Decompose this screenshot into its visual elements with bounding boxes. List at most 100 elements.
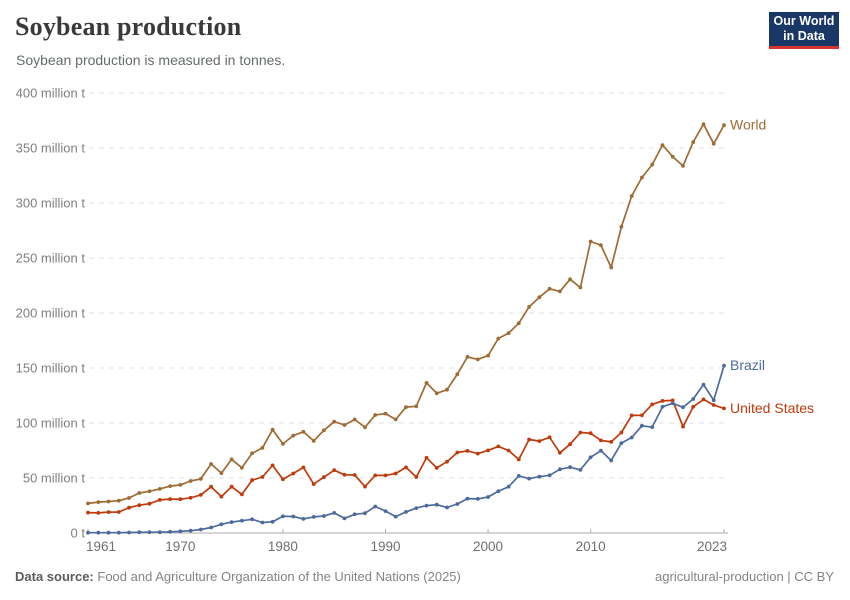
united-states-point: [147, 501, 152, 506]
series-brazil: Brazil: [86, 357, 765, 535]
united-states-line[interactable]: [87, 398, 725, 514]
brazil-point: [588, 455, 593, 460]
world-point: [527, 305, 531, 309]
world-point: [650, 162, 655, 167]
united-states-point: [609, 440, 614, 444]
world-point: [188, 479, 193, 483]
brazil-point: [342, 516, 347, 521]
world-point: [619, 224, 624, 229]
united-states-point: [516, 457, 521, 462]
united-states-point: [116, 510, 121, 514]
brazil-point: [332, 511, 337, 515]
world-point: [301, 429, 306, 434]
brazil-point: [434, 502, 439, 507]
world-point: [691, 140, 696, 145]
world-point: [701, 122, 706, 126]
united-states-point: [137, 503, 142, 508]
world-point: [640, 175, 644, 180]
brazil-line[interactable]: [87, 364, 725, 534]
world-point: [558, 289, 562, 294]
brazil-point: [96, 530, 101, 535]
world-point: [209, 462, 214, 466]
brazil-point: [260, 520, 265, 525]
series-united-states: United States: [86, 397, 814, 515]
chart-subtitle: Soybean production is measured in tonnes…: [16, 52, 286, 68]
world-point: [86, 501, 90, 506]
brazil-point: [322, 514, 326, 518]
united-states-point: [424, 455, 429, 460]
world-point: [506, 331, 511, 335]
owid-logo[interactable]: Our World in Data: [769, 12, 839, 49]
brazil-point: [599, 448, 603, 453]
united-states-point: [568, 442, 572, 447]
world-point: [352, 417, 357, 422]
united-states-point: [373, 473, 378, 478]
world-point: [168, 484, 173, 488]
united-states-point: [209, 484, 214, 489]
world-point: [568, 277, 572, 282]
world-point: [96, 500, 101, 504]
united-states-point: [260, 475, 265, 479]
world-point: [588, 239, 593, 244]
world-point: [599, 243, 603, 248]
united-states-point: [629, 413, 634, 418]
brazil-point: [106, 530, 111, 535]
brazil-point: [486, 495, 490, 499]
world-point: [414, 404, 419, 409]
brazil-point: [137, 530, 142, 535]
world-point: [455, 372, 460, 377]
brazil-point: [301, 517, 306, 521]
united-states-point: [670, 398, 675, 403]
world-point: [291, 433, 296, 438]
brazil-point: [219, 522, 224, 527]
united-states-point: [127, 505, 131, 510]
brazil-point: [445, 505, 449, 510]
brazil-point: [547, 473, 552, 478]
united-states-point: [322, 475, 326, 480]
united-states-point: [332, 468, 337, 473]
x-axis-tick-label: 1961: [86, 539, 116, 554]
brazil-point: [506, 484, 511, 489]
brazil-point: [147, 530, 152, 535]
brazil-point: [558, 467, 562, 472]
united-states-point: [506, 448, 511, 453]
world-point: [681, 164, 685, 168]
brazil-point: [650, 425, 655, 429]
world-point: [383, 411, 388, 416]
y-axis-tick-label: 350 million t: [16, 141, 86, 156]
united-states-point: [311, 482, 316, 486]
world-point: [393, 417, 398, 422]
brazil-point: [373, 504, 378, 509]
united-states-point: [691, 404, 696, 409]
world-point: [711, 141, 716, 146]
world-point: [147, 489, 152, 494]
united-states-point: [547, 435, 552, 440]
brazil-point: [578, 468, 583, 472]
united-states-point: [527, 437, 531, 442]
brazil-point: [281, 514, 285, 519]
brazil-point: [424, 503, 429, 508]
world-point: [578, 285, 583, 290]
world-point: [322, 428, 326, 433]
data-source-label: Data source:: [15, 569, 94, 584]
united-states-point: [619, 430, 624, 435]
world-point: [332, 419, 337, 424]
world-series-label[interactable]: World: [730, 117, 766, 133]
x-axis-tick-label: 1990: [370, 539, 400, 554]
united-states-point: [270, 463, 275, 468]
x-axis-tick-label: 2000: [473, 539, 503, 554]
world-point: [537, 295, 542, 300]
united-states-point: [660, 399, 665, 403]
brazil-point: [465, 496, 470, 501]
united-states-series-label[interactable]: United States: [730, 400, 814, 416]
brazil-point: [681, 405, 685, 410]
united-states-point: [558, 450, 562, 455]
brazil-point: [527, 476, 531, 481]
world-point: [404, 405, 408, 409]
world-line[interactable]: [87, 123, 725, 505]
brazil-series-label[interactable]: Brazil: [730, 357, 765, 373]
y-axis-tick-label: 50 million t: [23, 471, 86, 486]
license-note[interactable]: agricultural-production | CC BY: [655, 569, 834, 584]
